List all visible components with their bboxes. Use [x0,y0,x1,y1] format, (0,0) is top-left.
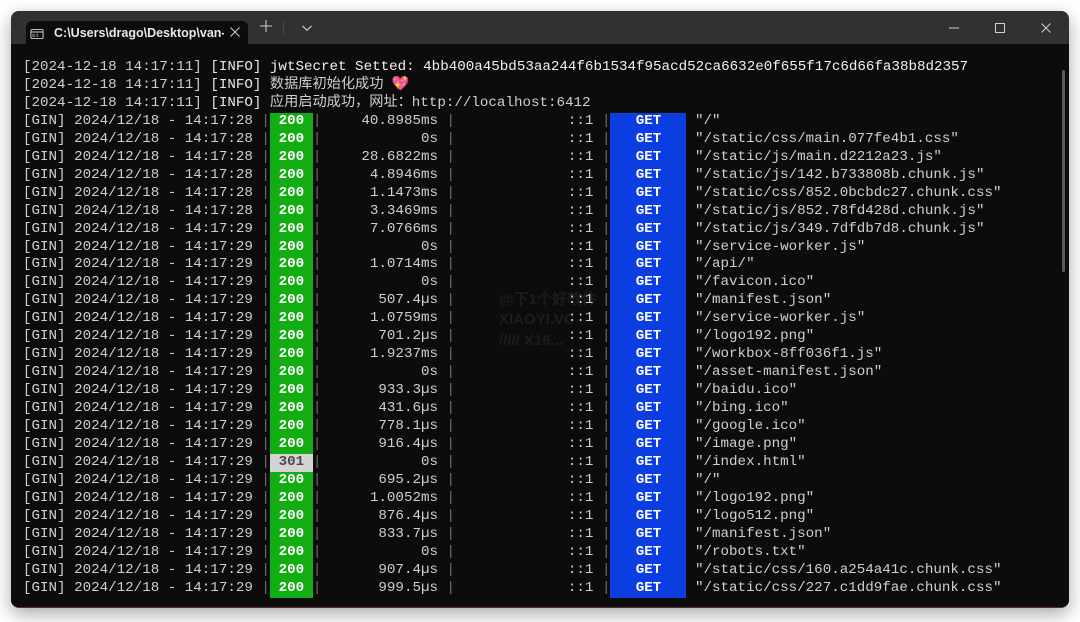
svg-text:C:\: C:\ [32,33,39,38]
